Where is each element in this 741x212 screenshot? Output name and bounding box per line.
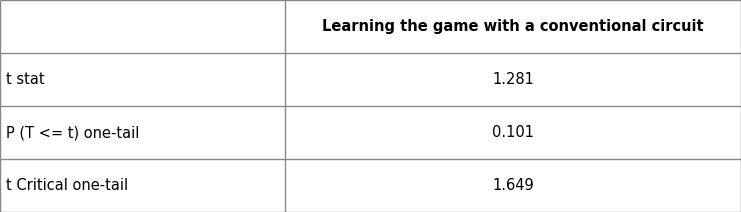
Text: t Critical one-tail: t Critical one-tail bbox=[6, 178, 128, 193]
Text: t stat: t stat bbox=[6, 72, 44, 87]
Text: Learning the game with a conventional circuit: Learning the game with a conventional ci… bbox=[322, 19, 704, 34]
Text: 0.101: 0.101 bbox=[492, 125, 534, 140]
Text: 1.281: 1.281 bbox=[492, 72, 534, 87]
Text: 1.649: 1.649 bbox=[492, 178, 534, 193]
Text: P (T <= t) one-tail: P (T <= t) one-tail bbox=[6, 125, 139, 140]
